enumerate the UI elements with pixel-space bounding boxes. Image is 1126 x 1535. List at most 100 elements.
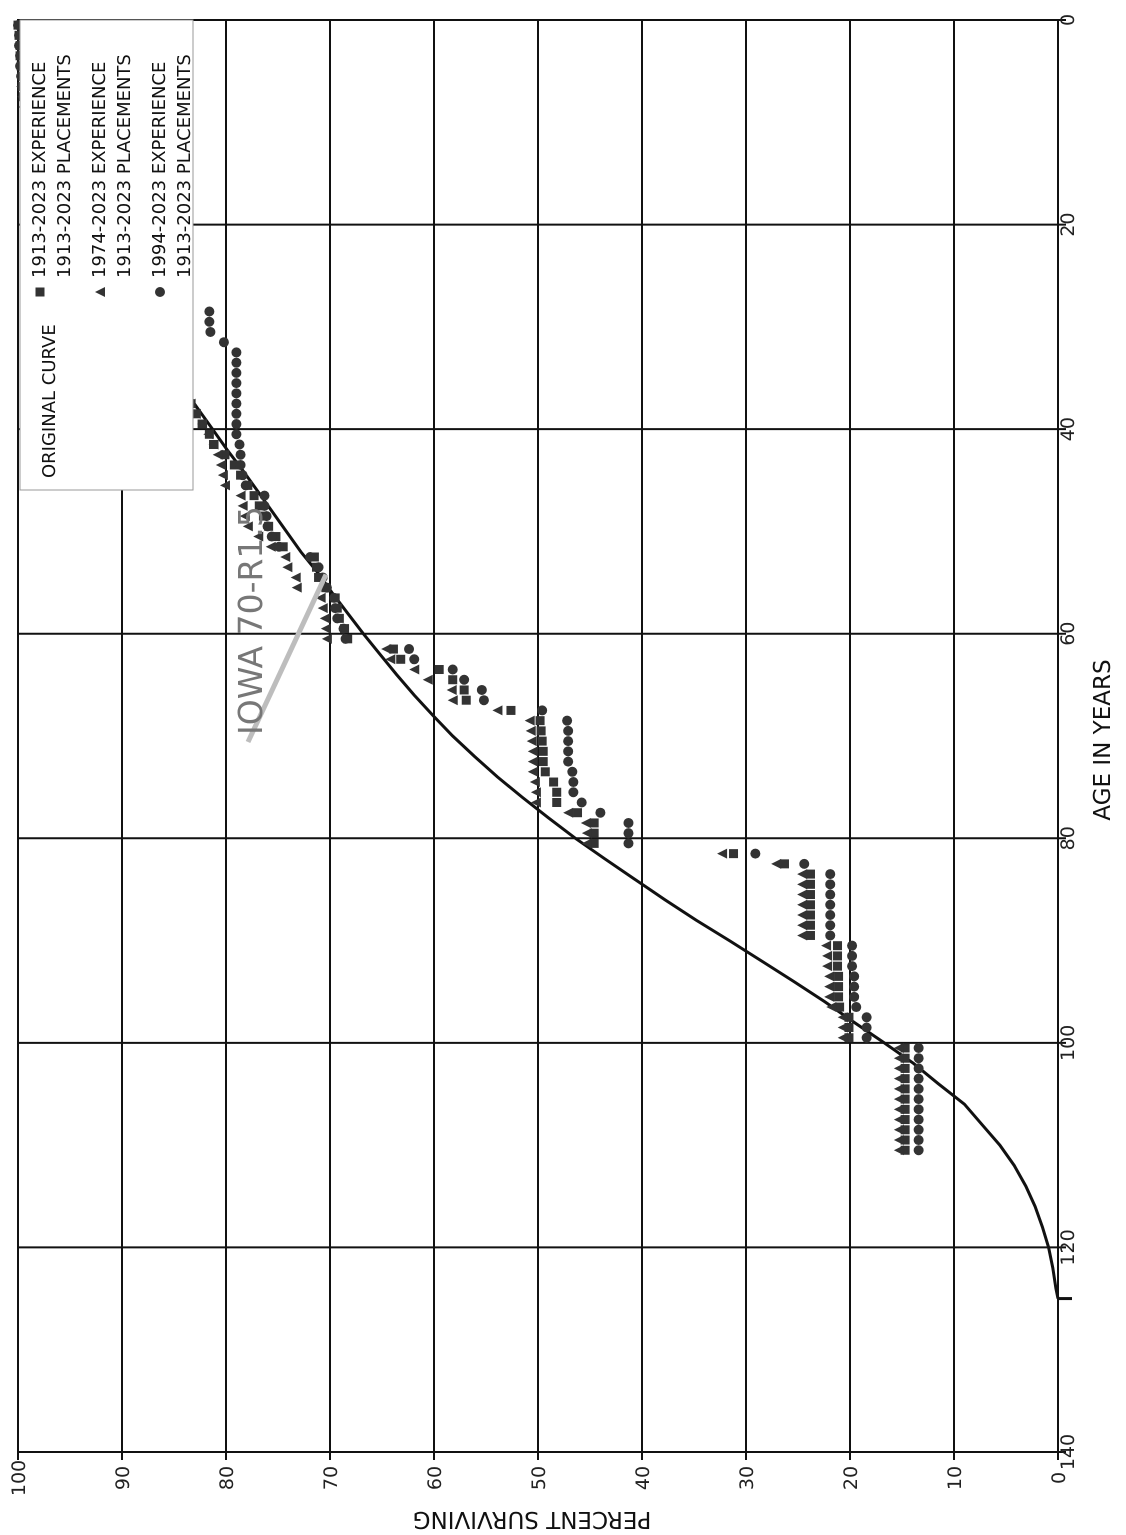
square-marker [434,665,444,675]
triangle-marker [580,817,591,828]
circle-marker [623,817,634,828]
triangle-marker [581,838,592,849]
square-marker [589,838,599,848]
annotation-leader-line [245,573,329,744]
legend-entry-label: 1913-2023 PLACEMENTS [54,54,75,278]
circle-marker [330,603,341,614]
triangle-marker [290,572,301,583]
circle-marker [913,1042,924,1053]
triangle-marker [529,777,540,788]
square-marker [805,910,815,920]
circle-marker [262,521,273,532]
square-marker [900,1115,910,1125]
legend-circle-marker [155,287,165,297]
legend-box [19,19,194,491]
triangle-marker [797,910,808,920]
triangle-marker [217,470,228,481]
triangle-marker [893,1135,904,1146]
square-marker [900,1043,910,1053]
circle-marker [259,490,270,501]
triangle-marker [824,981,835,992]
axis-labels: AGE IN YEARS PERCENT SURVIVING 0 20 40 60 80… [8,14,1116,1532]
percent-tick-label: 80 [216,1466,238,1490]
triangle-marker [822,961,833,972]
triangle-marker [581,828,592,839]
circle-marker [825,869,836,880]
age-tick-label: 40 [1057,417,1079,441]
curve-annotation: IOWA 70-R1.5 [231,506,329,744]
triangle-marker [717,848,728,859]
percent-tick-label: 50 [528,1466,550,1490]
circle-marker [235,459,246,470]
triangle-marker [317,603,328,614]
square-marker [220,450,230,460]
age-tick-label: 0 [1057,14,1079,26]
circle-marker [478,695,489,706]
square-marker [254,501,264,511]
triangle-marker [893,1083,904,1094]
square-marker [538,746,548,756]
triangle-marker [208,439,219,450]
circle-marker [623,828,634,839]
square-marker [229,460,239,470]
square-marker [506,705,516,715]
triangle-marker [893,1104,904,1115]
square-marker [540,767,550,777]
square-marker [552,787,562,797]
circle-marker [750,848,761,859]
circle-marker [447,664,458,675]
triangle-marker [771,858,782,869]
legend-triangle-marker [95,287,105,297]
circle-marker [231,398,242,409]
triangle-marker [215,459,226,470]
triangle-marker [525,725,536,736]
square-marker [900,1053,910,1063]
triangle-marker [893,1114,904,1125]
circle-marker [825,899,836,910]
triangle-marker [320,623,331,634]
square-marker [844,1023,854,1033]
circle-marker [313,562,324,573]
triangle-marker [422,674,433,685]
circle-marker [563,746,574,757]
percent-tick-label: 40 [632,1466,654,1490]
triangle-marker [381,644,392,655]
circle-marker [913,1083,924,1094]
circle-marker [913,1114,924,1125]
triangle-marker [291,582,302,593]
legend-entry-label: 1913-2023 PLACEMENTS [114,54,135,278]
circle-marker [231,357,242,368]
age-tick-label: 140 [1057,1434,1079,1470]
legend-entry-label: 1994-2023 EXPERIENCE [149,62,170,278]
circle-marker [274,541,285,552]
square-marker [900,1063,910,1073]
circle-marker [205,326,216,337]
x-axis-title: AGE IN YEARS [1090,659,1116,820]
circle-marker [231,367,242,378]
age-tick-label: 60 [1057,622,1079,646]
percent-tick-label: 60 [424,1466,446,1490]
circle-marker [305,552,316,562]
square-marker [249,491,259,501]
circle-marker [404,644,415,655]
square-marker [834,982,844,992]
circle-marker [234,439,245,450]
square-marker [805,930,815,940]
circle-marker [849,991,860,1002]
circle-marker [340,633,351,644]
percent-tick-label: 70 [320,1466,342,1490]
circle-marker [849,971,860,982]
circle-marker [913,1073,924,1084]
grid [17,19,1066,1460]
circle-marker [231,378,242,389]
circle-marker [240,480,251,491]
square-marker [900,1145,910,1155]
square-marker [900,1094,910,1104]
square-marker [459,685,469,695]
square-marker [396,654,406,664]
circle-marker [913,1094,924,1105]
circle-marker [321,582,332,593]
legend-entry-label: 1913-2023 EXPERIENCE [29,62,50,278]
square-marker [900,1074,910,1084]
square-marker [538,757,548,767]
